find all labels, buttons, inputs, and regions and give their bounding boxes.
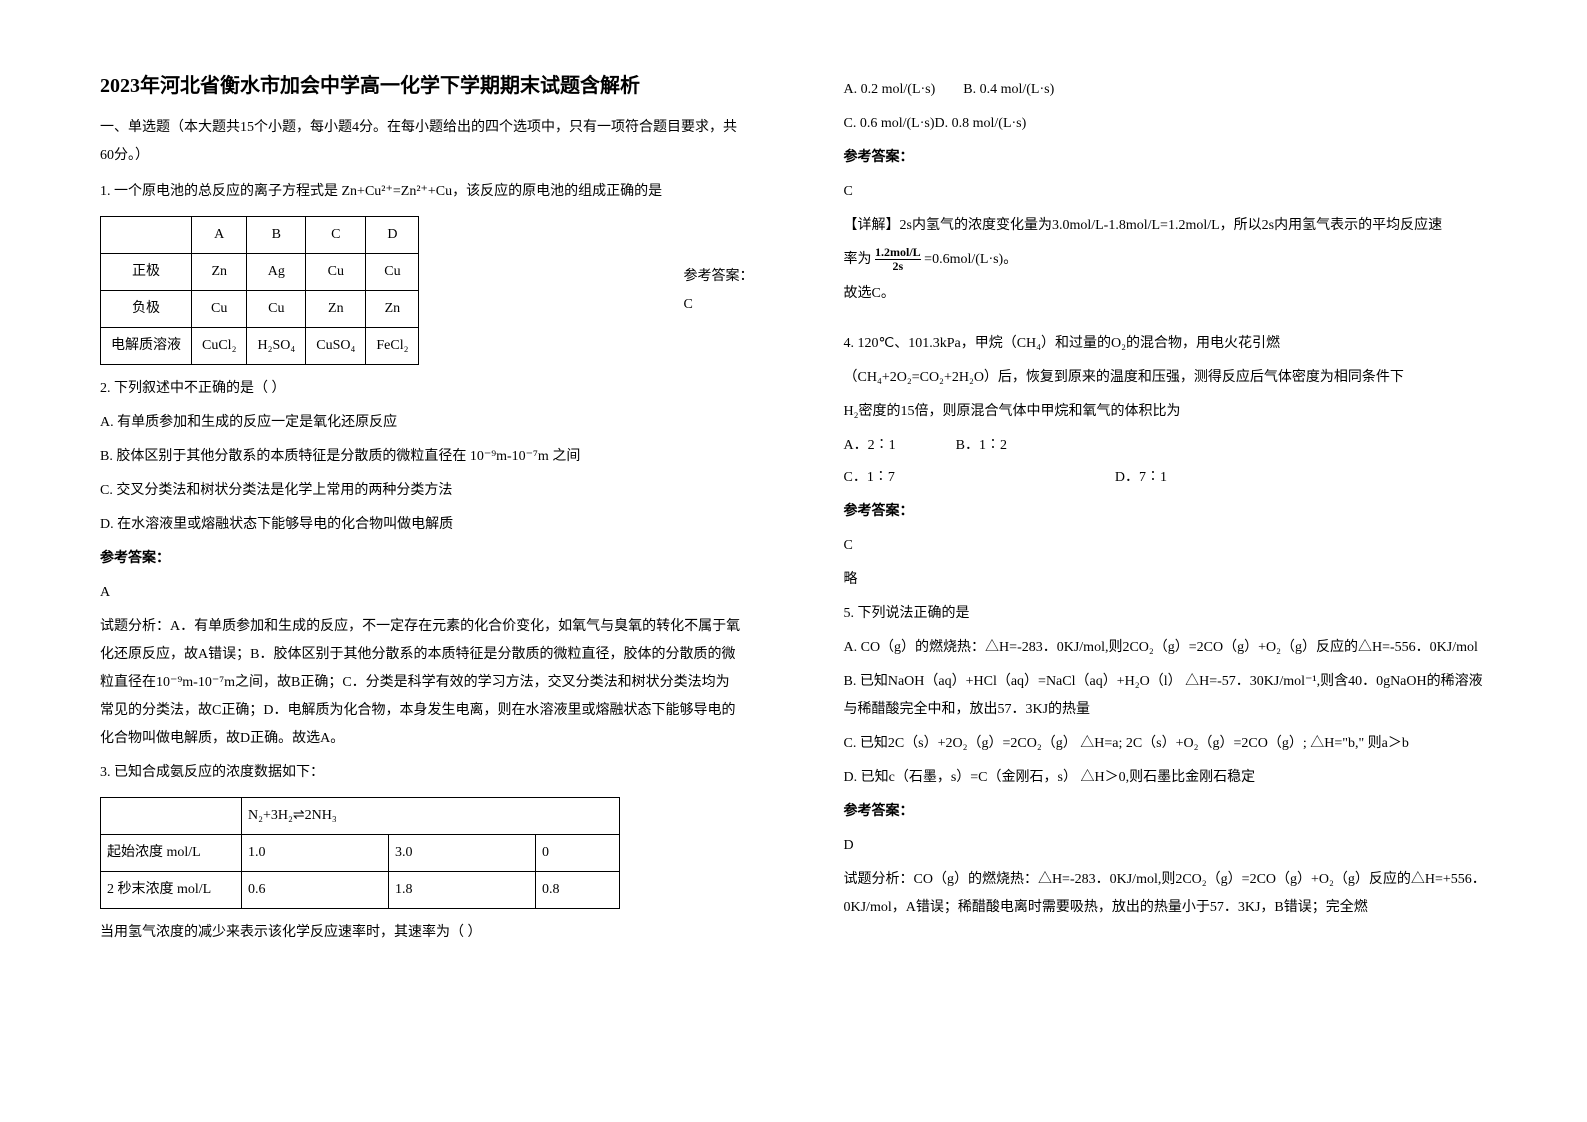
cell: 0: [536, 835, 620, 872]
left-column: 2023年河北省衡水市加会中学高一化学下学期期末试题含解析 一、单选题（本大题共…: [0, 0, 794, 1122]
q3-optC: C. 0.6 mol/(L·s): [844, 116, 935, 131]
cell: Ag: [247, 254, 306, 291]
q3-answer-label: 参考答案：: [844, 144, 1488, 172]
q3-detail-pre: 【详解】2s内氢气的浓度变化量为3.0mol/L-1.8mol/L=1.2mol…: [844, 212, 1488, 240]
section-header: 一、单选题（本大题共15个小题，每小题4分。在每小题给出的四个选项中，只有一项符…: [100, 114, 744, 170]
fraction: 1.2mol/L 2s: [875, 246, 921, 273]
q5-answer: D: [844, 832, 1488, 860]
q3-conclusion: 故选C。: [844, 280, 1488, 308]
q3-answer: C: [844, 178, 1488, 206]
q1-table-wrapper: A B C D 正极 Zn Ag Cu Cu 负极 Cu Cu Zn Zn 电解…: [100, 216, 744, 365]
right-column: A. 0.2 mol/(L·s) B. 0.4 mol/(L·s) C. 0.6…: [794, 0, 1587, 1122]
q4-optD: D．7∶1: [1115, 464, 1167, 492]
q5-optA: A. CO（g）的燃烧热：△H=-283．0KJ/mol,则2CO₂（g）=2C…: [844, 634, 1488, 662]
cell: Cu: [192, 291, 247, 328]
q1-table: A B C D 正极 Zn Ag Cu Cu 负极 Cu Cu Zn Zn 电解…: [100, 216, 419, 365]
q2-optC: C. 交叉分类法和树状分类法是化学上常用的两种分类方法: [100, 477, 744, 505]
q3-rate-line: 率为 1.2mol/L 2s =0.6mol/(L·s)。: [844, 246, 1488, 274]
table-row: 2 秒末浓度 mol/L 0.6 1.8 0.8: [101, 872, 620, 909]
cell: Cu: [366, 254, 419, 291]
q2-optD: D. 在水溶液里或熔融状态下能够导电的化合物叫做电解质: [100, 511, 744, 539]
q1-text: 1. 一个原电池的总反应的离子方程式是 Zn+Cu²⁺=Zn²⁺+Cu，该反应的…: [100, 178, 744, 206]
q3-optB: B. 0.4 mol/(L·s): [963, 82, 1054, 97]
cell: 起始浓度 mol/L: [101, 835, 242, 872]
q3-optA: A. 0.2 mol/(L·s): [844, 82, 936, 97]
q3-options-row2: C. 0.6 mol/(L·s)D. 0.8 mol/(L·s): [844, 110, 1488, 138]
cell: 2 秒末浓度 mol/L: [101, 872, 242, 909]
q4-optB: B．1∶2: [956, 432, 1007, 460]
q3-table: N₂+3H₂⇌2NH₃ 起始浓度 mol/L 1.0 3.0 0 2 秒末浓度 …: [100, 797, 620, 909]
q5-optB: B. 已知NaOH（aq）+HCl（aq）=NaCl（aq）+H₂O（l） △H…: [844, 668, 1488, 724]
q2-text: 2. 下列叙述中不正确的是（ ）: [100, 375, 744, 403]
q4-line3: H₂密度的15倍，则原混合气体中甲烷和氧气的体积比为: [844, 398, 1488, 426]
q2-optB: B. 胶体区别于其他分散系的本质特征是分散质的微粒直径在 10⁻⁹m-10⁻⁷m…: [100, 443, 744, 471]
q1-answer: C: [684, 297, 693, 312]
spacer: [844, 314, 1488, 324]
rate-pre: 率为: [844, 252, 872, 267]
q3-tail: 当用氢气浓度的减少来表示该化学反应速率时，其速率为（ ）: [100, 919, 744, 947]
table-row: 电解质溶液 CuCl₂ H₂SO₄ CuSO₄ FeCl₂: [101, 328, 419, 365]
table-row: 负极 Cu Cu Zn Zn: [101, 291, 419, 328]
q5-answer-label: 参考答案：: [844, 798, 1488, 826]
cell: CuCl₂: [192, 328, 247, 365]
cell: Zn: [192, 254, 247, 291]
cell: Zn: [306, 291, 366, 328]
cell: Cu: [247, 291, 306, 328]
cell-formula: N₂+3H₂⇌2NH₃: [242, 798, 620, 835]
q4-answer: C: [844, 532, 1488, 560]
rate-post: =0.6mol/(L·s)。: [924, 252, 1017, 267]
cell: 3.0: [389, 835, 536, 872]
q2-optA: A. 有单质参加和生成的反应一定是氧化还原反应: [100, 409, 744, 437]
document-title: 2023年河北省衡水市加会中学高一化学下学期期末试题含解析: [100, 70, 744, 102]
cell: 电解质溶液: [101, 328, 192, 365]
q2-analysis: 试题分析：A．有单质参加和生成的反应，不一定存在元素的化合价变化，如氧气与臭氧的…: [100, 613, 744, 753]
q4-answer-label: 参考答案：: [844, 498, 1488, 526]
q5-text: 5. 下列说法正确的是: [844, 600, 1488, 628]
answer-label: 参考答案：: [684, 269, 754, 284]
table-row: N₂+3H₂⇌2NH₃: [101, 798, 620, 835]
cell: 0.8: [536, 872, 620, 909]
q4-options-row1: A．2∶1 B．1∶2: [844, 432, 1488, 460]
cell: H₂SO₄: [247, 328, 306, 365]
cell: 1.8: [389, 872, 536, 909]
q5-optD: D. 已知c（石墨，s）=C（金刚石，s） △H＞0,则石墨比金刚石稳定: [844, 764, 1488, 792]
cell: 1.0: [242, 835, 389, 872]
cell: CuSO₄: [306, 328, 366, 365]
cell: A: [192, 217, 247, 254]
q4-line1: 4. 120℃、101.3kPa，甲烷（CH₄）和过量的O₂的混合物，用电火花引…: [844, 330, 1488, 358]
q4-options-row2: C．1∶7 D．7∶1: [844, 464, 1488, 492]
cell-empty: [101, 798, 242, 835]
q3-options-row1: A. 0.2 mol/(L·s) B. 0.4 mol/(L·s): [844, 76, 1488, 104]
q4-brief: 略: [844, 566, 1488, 594]
table-row: 正极 Zn Ag Cu Cu: [101, 254, 419, 291]
cell: Cu: [306, 254, 366, 291]
frac-den: 2s: [875, 260, 921, 273]
cell: [101, 217, 192, 254]
q2-answer-label: 参考答案：: [100, 545, 744, 573]
q3-text: 3. 已知合成氨反应的浓度数据如下：: [100, 759, 744, 787]
frac-num: 1.2mol/L: [875, 246, 921, 260]
q4-optA: A．2∶1: [844, 432, 896, 460]
cell: FeCl₂: [366, 328, 419, 365]
cell: B: [247, 217, 306, 254]
cell: C: [306, 217, 366, 254]
cell: 0.6: [242, 872, 389, 909]
q5-analysis: 试题分析：CO（g）的燃烧热：△H=-283．0KJ/mol,则2CO₂（g）=…: [844, 866, 1488, 922]
q4-optC: C．1∶7: [844, 464, 895, 492]
q5-optC: C. 已知2C（s）+2O₂（g）=2CO₂（g） △H=a; 2C（s）+O₂…: [844, 730, 1488, 758]
cell: D: [366, 217, 419, 254]
cell: 正极: [101, 254, 192, 291]
table-row: 起始浓度 mol/L 1.0 3.0 0: [101, 835, 620, 872]
cell: Zn: [366, 291, 419, 328]
cell: 负极: [101, 291, 192, 328]
table-row: A B C D: [101, 217, 419, 254]
q3-optD: D. 0.8 mol/(L·s): [935, 116, 1027, 131]
q4-line2: （CH₄+2O₂=CO₂+2H₂O）后，恢复到原来的温度和压强，测得反应后气体密…: [844, 364, 1488, 392]
q1-answer-float: 参考答案： C: [684, 263, 754, 319]
q2-answer: A: [100, 579, 744, 607]
